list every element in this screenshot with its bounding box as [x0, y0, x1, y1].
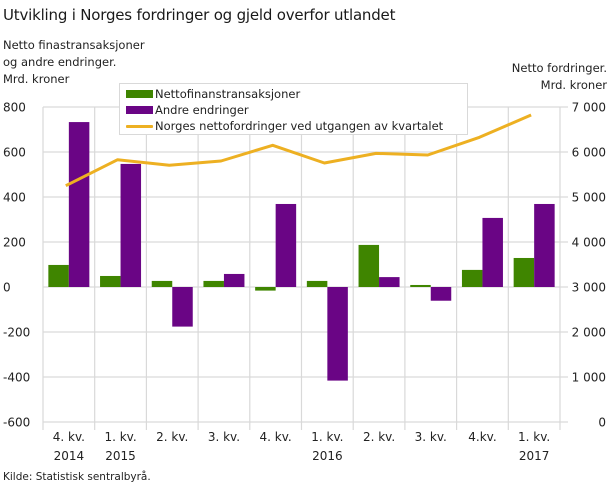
- legend-swatch-purple: [126, 106, 153, 114]
- left-tick-label: 800: [3, 101, 26, 115]
- legend-item-nettofinanstransaksjoner: Nettofinanstransaksjoner: [126, 86, 467, 102]
- legend-item-andre-endringer: Andre endringer: [126, 102, 467, 118]
- left-tick-label: -200: [3, 326, 30, 340]
- x-tick-year: 2014: [54, 449, 85, 463]
- right-tick-label: 7 000: [572, 101, 606, 115]
- bar-andre-endringer: [430, 287, 452, 301]
- left-axis-title-line: Netto finastransaksjoner: [3, 38, 145, 52]
- right-tick-label: 4 000: [572, 236, 606, 250]
- bar-nettofinans: [100, 275, 121, 287]
- right-tick-label: 6 000: [572, 146, 606, 160]
- x-tick-label: 3. kv.: [208, 430, 240, 444]
- bar-nettofinans: [151, 280, 173, 287]
- bar-nettofinans: [306, 280, 328, 287]
- bar-andre-endringer: [172, 287, 193, 327]
- bar-nettofinans: [410, 284, 431, 287]
- legend-swatch-green: [126, 90, 153, 98]
- chart-title: Utvikling i Norges fordringer og gjeld o…: [3, 6, 396, 24]
- right-tick-label: 2 000: [572, 326, 606, 340]
- legend-item-nettofordringer: Norges nettofordringer ved utgangen av k…: [126, 118, 467, 134]
- bar-andre-endringer: [68, 122, 90, 287]
- right-axis-ticks: 7 000 6 000 5 000 4 000 3 000 2 000 1 000 0: [572, 101, 606, 430]
- left-tick-label: -400: [3, 371, 30, 385]
- bar-nettofinans: [203, 280, 224, 287]
- x-tick-label: 4. kv.: [260, 430, 292, 444]
- bar-andre-endringer: [275, 203, 297, 287]
- x-axis-labels: 4. kv. 2014 1. kv. 2015 2. kv. 3. kv. 4. kv. 1.…: [53, 430, 551, 463]
- bar-nettofinans: [461, 269, 483, 287]
- bar-andre-endringer: [223, 273, 245, 287]
- bar-nettofinans: [513, 257, 535, 287]
- line-series: [65, 113, 532, 188]
- left-tick-label: -600: [3, 416, 30, 430]
- x-tick-label: 1. kv.: [518, 430, 550, 444]
- x-tick-label: 4.kv.: [468, 430, 496, 444]
- right-tick-label: 5 000: [572, 191, 606, 205]
- legend: Nettofinanstransaksjoner Andre endringer…: [119, 83, 468, 135]
- right-tick-label: 0: [598, 416, 606, 430]
- bar-nettofinans: [358, 244, 380, 287]
- left-tick-label: 400: [3, 191, 26, 205]
- source-note: Kilde: Statistisk sentralbyrå.: [3, 471, 151, 483]
- left-tick-label: 600: [3, 146, 26, 160]
- right-tick-label: 3 000: [572, 281, 606, 295]
- left-axis-title: Netto finastransaksjoner og andre endrin…: [3, 37, 145, 88]
- x-tick-label: 1. kv.: [311, 430, 343, 444]
- left-axis-title-line: Mrd. kroner: [3, 72, 70, 86]
- bar-andre-endringer: [534, 203, 555, 287]
- x-tick-label: 2. kv.: [363, 430, 395, 444]
- left-tick-label: 200: [3, 236, 26, 250]
- legend-label: Nettofinanstransaksjoner: [155, 87, 301, 101]
- legend-swatch-line: [126, 124, 153, 128]
- right-axis-title-line: Mrd. kroner: [540, 78, 607, 92]
- x-tick-year: 2016: [312, 449, 343, 463]
- left-axis-title-line: og andre endringer.: [3, 55, 117, 69]
- legend-label: Andre endringer: [155, 103, 249, 117]
- right-tick-label: 1 000: [572, 371, 606, 385]
- x-tick-year: 2017: [519, 449, 550, 463]
- x-tick-year: 2015: [105, 449, 136, 463]
- left-axis-ticks: 800 600 400 200 0 -200 -400 -600: [3, 101, 30, 430]
- bar-andre-endringer: [327, 287, 348, 381]
- bar-andre-endringer: [482, 217, 503, 287]
- bar-nettofinans: [255, 287, 276, 291]
- bar-series: [48, 122, 555, 381]
- x-tick-label: 1. kv.: [104, 430, 136, 444]
- bar-andre-endringer: [120, 163, 142, 287]
- x-tick-label: 4. kv.: [53, 430, 85, 444]
- legend-label: Norges nettofordringer ved utgangen av k…: [155, 119, 444, 133]
- bar-nettofinans: [48, 264, 69, 287]
- x-tick-label: 2. kv.: [156, 430, 188, 444]
- left-tick-label: 0: [3, 281, 11, 295]
- x-tick-label: 3. kv.: [415, 430, 447, 444]
- line-nettofordringer: [65, 113, 532, 188]
- right-axis-title: Netto fordringer. Mrd. kroner: [512, 60, 607, 94]
- right-axis-title-line: Netto fordringer.: [511, 61, 607, 75]
- bar-andre-endringer: [379, 277, 400, 287]
